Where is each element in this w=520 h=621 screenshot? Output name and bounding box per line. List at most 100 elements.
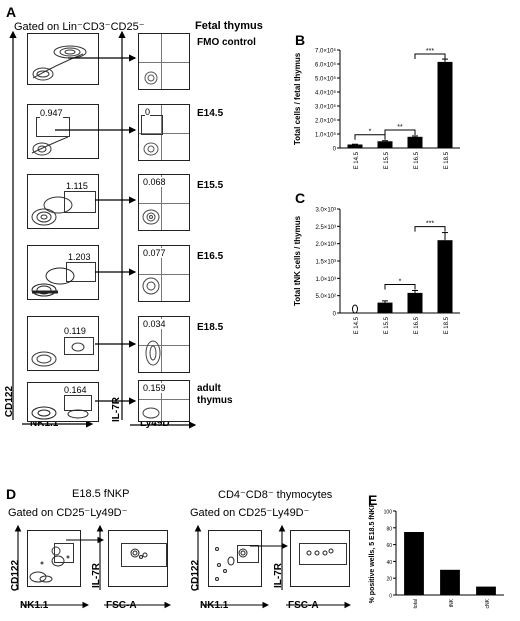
panel-e-letter: E (368, 492, 378, 508)
panel-d-y-label-3: CD122 (190, 559, 202, 592)
y-tick-label: 5.0×10⁶ (315, 76, 337, 83)
y-axis-label: Total tNK cells / thymus (293, 215, 302, 306)
panel-a-letter: A (6, 4, 17, 20)
significance-bracket (414, 53, 446, 59)
flow-plot-right (138, 33, 190, 90)
panel-d-x-label-1: NK1.1 (20, 600, 49, 611)
gate-value: 0.947 (40, 108, 63, 118)
flow-plot-left: 1.203 (27, 245, 99, 300)
significance-label: * (369, 129, 372, 136)
y-tick-label: 60 (386, 543, 392, 549)
y-tick-label: 2.0×10³ (315, 242, 336, 248)
bar (352, 304, 358, 314)
significance-bracket (354, 134, 386, 140)
bar (437, 240, 453, 313)
gate-value: 0.159 (143, 383, 166, 393)
x-tick-label: E 16.5 (414, 316, 420, 334)
panel-d-y-label-4: IL-7R (273, 563, 284, 588)
gate-value: 0.034 (143, 319, 166, 329)
bar (437, 61, 453, 148)
significance-label: *** (426, 221, 434, 228)
chart-c: 0 5.0×10² 1.0×10³ 1.5×10³ 2.0×10³ 2.5×10³ 3.0×… (293, 208, 460, 334)
x-tick-label: E 14.5 (354, 151, 360, 169)
x-tick-label: E 14.5 (354, 316, 360, 334)
y-tick-label: 0 (389, 594, 392, 600)
y-tick-label: 3.0×10³ (315, 208, 336, 214)
flow-plot-right: 0.068 (138, 174, 190, 231)
significance-bracket (384, 129, 416, 135)
panel-d-plot-il7r-fsc (108, 530, 168, 587)
panel-c-letter: C (295, 190, 306, 206)
flow-plot-left: 0.947 (27, 104, 99, 159)
panel-d-x-label-4: FSC-A (288, 600, 319, 611)
panel-d-plot-cd122-nk11-thymocytes (208, 530, 262, 587)
y-tick-label: 7.0×10⁶ (315, 48, 337, 55)
y-tick-label: 2.0×10⁶ (315, 118, 337, 125)
panel-d-y-label-1: CD122 (10, 559, 22, 592)
row-label: FMO control (197, 37, 256, 48)
significance-bracket (384, 283, 416, 290)
bar (440, 569, 460, 595)
panel-d-right-gating: Gated on CD25⁻Ly49D⁻ (190, 507, 310, 519)
x-tick-label: E 15.5 (384, 316, 390, 334)
bar (407, 136, 423, 148)
panel-d-plot-il7r-fsc-thymocytes (290, 530, 350, 587)
panel-d-x-label-2: FSC-A (106, 600, 137, 611)
gate-value: 0.077 (143, 248, 166, 258)
flow-plot-right: 0 (138, 104, 190, 161)
y-tick-label: 80 (386, 526, 392, 532)
panel-d-y-label-2: IL-7R (91, 563, 102, 588)
flow-plot-right: 0.077 (138, 245, 190, 302)
row-label: E16.5 (197, 251, 224, 262)
y-tick-label: 2.5×10³ (315, 225, 336, 231)
panel-a-gating-label: Gated on Lin⁻CD3⁻CD25⁻ (14, 21, 145, 33)
panel-a-column-title: Fetal thymus (195, 20, 263, 32)
y-tick-label: 40 (386, 560, 392, 566)
gate-value: 0.068 (143, 177, 166, 187)
flow-plot-left: 0.164 (27, 382, 99, 422)
bar (407, 292, 423, 313)
y-tick-label: 4.0×10⁶ (315, 90, 337, 97)
significance-label: * (399, 278, 402, 285)
flow-plot-left: 0.119 (27, 316, 99, 371)
gate-value: 0.119 (64, 326, 86, 336)
y-tick-label: 20 (386, 577, 392, 583)
y-axis-label: % positive wells, 5 E18.5 fNKP (369, 505, 376, 603)
y-tick-label: 5.0×10² (315, 294, 336, 300)
flow-plot-left (27, 33, 99, 85)
panel-d-left-gating: Gated on CD25⁻Ly49D⁻ (8, 507, 128, 519)
chart-e: 0 20 40 60 80 100 % positive wells, 5 E18.5 fN… (369, 505, 504, 608)
row-label: adult thymus (197, 383, 233, 406)
x-tick-label: E 18.5 (444, 151, 450, 169)
significance-bracket (414, 226, 446, 232)
row-label: E15.5 (197, 180, 224, 191)
gate-value: 0.164 (64, 385, 87, 395)
panel-d-left-title: E18.5 fNKP (72, 488, 130, 500)
y-tick-label: 0 (333, 312, 337, 318)
x-tick-label: total (413, 599, 419, 608)
gate-value: 1.203 (68, 252, 91, 262)
panel-b-letter: B (295, 32, 306, 48)
bar (377, 302, 393, 313)
flow-plot-right: 0.034 (138, 316, 190, 373)
panel-d-x-label-3: NK1.1 (200, 600, 229, 611)
y-tick-label: 0 (333, 147, 337, 153)
panel-a-right-x-label: Ly49D (140, 418, 170, 429)
y-tick-label: 1.5×10³ (315, 260, 336, 266)
gate-value: 0 (145, 107, 151, 117)
x-tick-label: E 16.5 (414, 151, 420, 169)
chart-b: 0 1.0×10⁶ 2.0×10⁶ 3.0×10⁶ 4.0×10⁶ 5.0×10⁶ 6.0×… (293, 48, 460, 169)
y-tick-label: 1.0×10⁶ (315, 132, 337, 139)
panel-d-plot-cd122-nk11 (27, 530, 81, 587)
panel-d-right-title: CD4⁻CD8⁻ thymocytes (218, 489, 333, 501)
y-tick-label: 3.0×10⁶ (315, 104, 337, 111)
x-tick-label: E 18.5 (444, 316, 450, 334)
bar (476, 586, 496, 595)
y-tick-label: 100 (384, 510, 393, 516)
x-tick-label: tNK (449, 598, 455, 607)
bar (377, 141, 393, 148)
flow-plot-right: 0.159 (138, 380, 190, 422)
